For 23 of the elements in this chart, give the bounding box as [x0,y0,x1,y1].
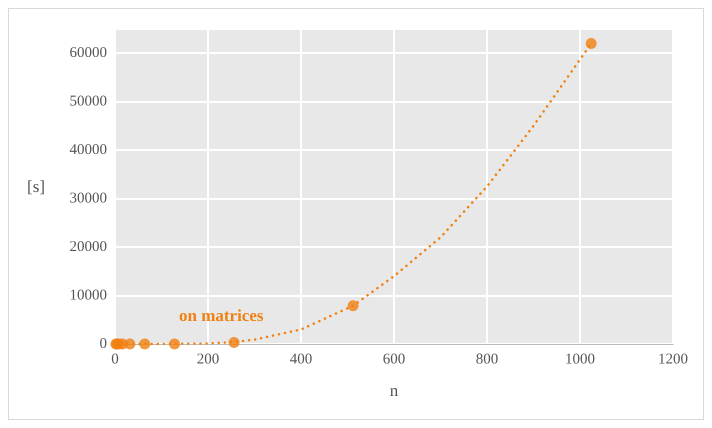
x-tick-label: 400 [290,352,312,368]
y-tick-label: 30000 [70,190,107,207]
x-tick-label: 0 [111,352,119,368]
x-tick-label: 600 [382,352,406,368]
y-axis-title: [s] [27,177,45,196]
point [586,38,597,50]
x-tick-label: 200 [196,352,220,368]
point [228,337,240,348]
x-tick-label: 1000 [565,352,595,368]
x-axis-title: n [390,381,399,400]
point [124,338,136,350]
series-label: on matrices [179,306,264,325]
point [169,338,180,350]
point [139,338,150,350]
y-tick-label: 40000 [70,142,107,158]
x-tick-label: 800 [476,352,498,368]
x-tick-label: 1200 [658,352,688,368]
y-tick-label: 50000 [70,94,107,110]
y-tick-label: 20000 [70,239,107,256]
y-tick-label: 0 [100,336,107,352]
point [348,300,359,312]
y-tick-label: 60000 [70,45,107,62]
y-tick-label: 10000 [70,288,107,304]
